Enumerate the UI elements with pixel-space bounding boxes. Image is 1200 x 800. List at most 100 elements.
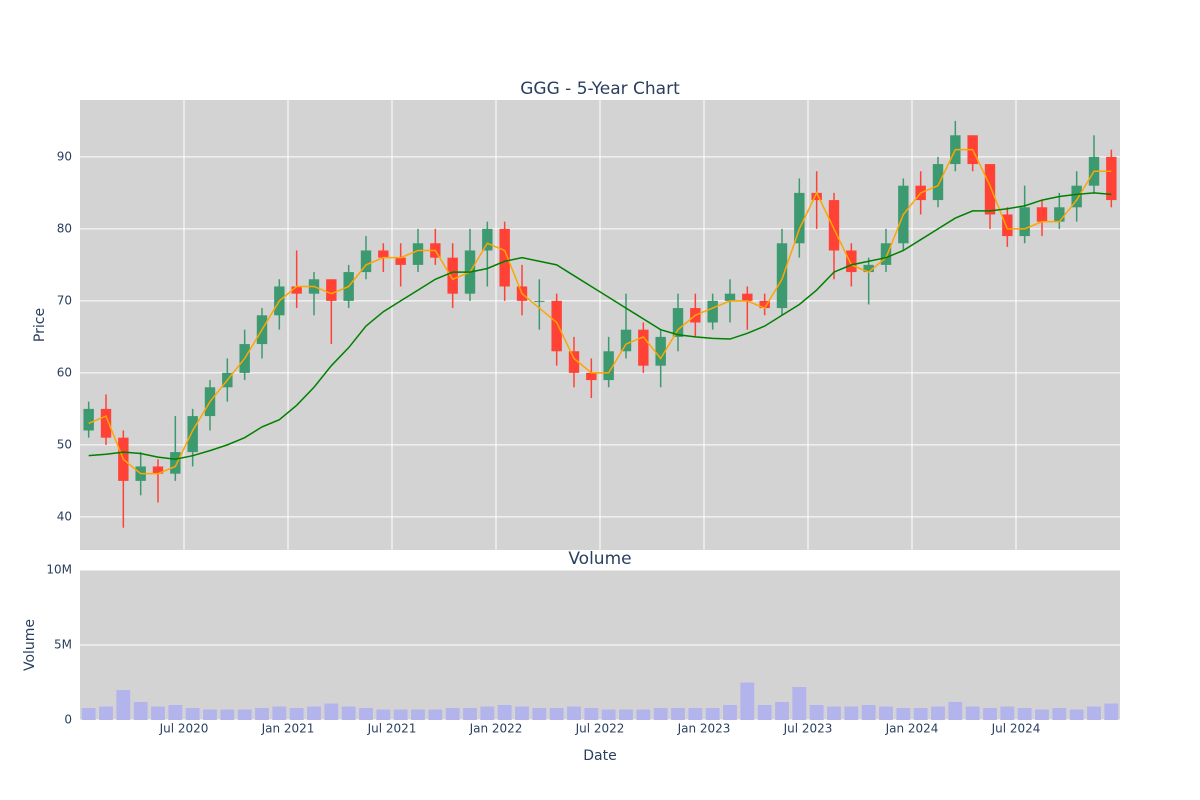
- volume-bar: [601, 709, 616, 720]
- volume-bar: [272, 706, 287, 720]
- volume-bar: [723, 705, 737, 720]
- volume-bar: [376, 709, 391, 720]
- y-tick-label: 40: [57, 509, 72, 523]
- candle-body: [395, 257, 406, 265]
- candle-body: [170, 452, 181, 474]
- volume-bar: [289, 708, 304, 720]
- volume-bar: [463, 708, 477, 720]
- moving-average-line: [88, 192, 1112, 461]
- volume-bar: [1000, 706, 1015, 720]
- candle-body: [586, 372, 597, 381]
- y-tick-label: 70: [57, 293, 72, 307]
- volume-bar: [532, 708, 547, 720]
- y-axis-label: Volume: [22, 619, 38, 671]
- x-tick-label: Jul 2022: [575, 722, 625, 736]
- volume-bar: [705, 708, 720, 720]
- volume-bar: [775, 702, 789, 720]
- volume-bar: [81, 708, 96, 720]
- candle-body: [83, 408, 94, 431]
- volume-bar: [636, 709, 651, 720]
- candle-body: [863, 264, 874, 273]
- candle-body: [1054, 207, 1065, 222]
- volume-bar: [931, 706, 945, 720]
- volume-bar: [1087, 706, 1101, 720]
- volume-bar: [116, 690, 131, 720]
- candle-body: [880, 243, 892, 265]
- candle-body: [360, 250, 372, 273]
- y-tick-label: 5M: [54, 638, 72, 652]
- candle-body: [932, 164, 944, 201]
- candle-body: [828, 200, 840, 251]
- volume-bar: [185, 708, 200, 720]
- volume-bar: [948, 702, 963, 720]
- candle-body: [707, 300, 718, 323]
- volume-bar: [983, 708, 997, 720]
- x-tick-label: Jan 2023: [677, 722, 731, 736]
- candle-body: [499, 228, 510, 287]
- volume-bar: [307, 706, 321, 720]
- x-tick-label: Jul 2020: [159, 722, 209, 736]
- volume-bar: [671, 708, 685, 720]
- candle-body: [378, 250, 389, 258]
- volume-bar: [255, 708, 269, 720]
- volume-bar: [827, 706, 841, 720]
- volume-bar: [879, 706, 893, 720]
- y-tick-label: 90: [57, 149, 72, 163]
- candle-body: [152, 466, 164, 474]
- x-axis-label: Date: [583, 748, 616, 764]
- volume-bar: [1104, 703, 1119, 720]
- y-tick-label: 80: [57, 221, 72, 235]
- moving-average-line: [88, 148, 1112, 475]
- volume-bar: [1052, 708, 1067, 720]
- x-tick-label: Jan 2021: [261, 722, 315, 736]
- chart-title: GGG - 5-Year Chart: [520, 79, 680, 99]
- volume-bar: [393, 709, 408, 720]
- volume-bar: [151, 706, 165, 720]
- candle-body: [620, 329, 632, 352]
- volume-bar: [220, 709, 235, 720]
- volume-bar: [792, 687, 807, 720]
- candle-body: [326, 279, 337, 301]
- volume-bar: [740, 682, 755, 720]
- candle-body: [759, 300, 770, 309]
- candle-body: [412, 243, 424, 265]
- volume-bar: [168, 705, 183, 720]
- x-tick-label: Jul 2023: [783, 722, 833, 736]
- candle-body: [1019, 207, 1030, 237]
- candle-body: [672, 308, 684, 337]
- volume-bar: [549, 708, 564, 720]
- candle-body: [187, 416, 198, 453]
- x-tick-label: Jul 2021: [367, 722, 417, 736]
- candle-body: [551, 300, 562, 352]
- volume-bar: [341, 706, 356, 720]
- candle-body: [794, 192, 805, 244]
- volume-bar: [203, 709, 217, 720]
- volume-bar: [515, 706, 529, 720]
- candle-body: [638, 329, 649, 366]
- volume-bar: [844, 706, 859, 720]
- y-axis-label: Price: [32, 308, 48, 342]
- candle-body: [291, 286, 302, 294]
- y-tick-label: 0: [64, 713, 72, 727]
- volume-title: Volume: [568, 549, 631, 569]
- x-tick-label: Jan 2024: [885, 722, 939, 736]
- volume-bar: [688, 708, 703, 720]
- volume-bar: [913, 708, 928, 720]
- candle-body: [655, 336, 666, 366]
- candle-body: [811, 192, 822, 201]
- volume-bar: [411, 709, 425, 720]
- volume-bar: [237, 709, 252, 720]
- volume-bar: [480, 706, 495, 720]
- y-tick-label: 10M: [46, 563, 72, 577]
- candle-body: [482, 228, 493, 251]
- candle-body: [1002, 214, 1013, 237]
- y-tick-label: 60: [57, 365, 72, 379]
- candle-body: [742, 293, 753, 301]
- volume-bar: [497, 705, 512, 720]
- volume-bar: [359, 708, 373, 720]
- volume-bar: [428, 709, 443, 720]
- volume-bar: [1017, 708, 1032, 720]
- candle-body: [534, 300, 545, 302]
- y-tick-label: 50: [57, 437, 72, 451]
